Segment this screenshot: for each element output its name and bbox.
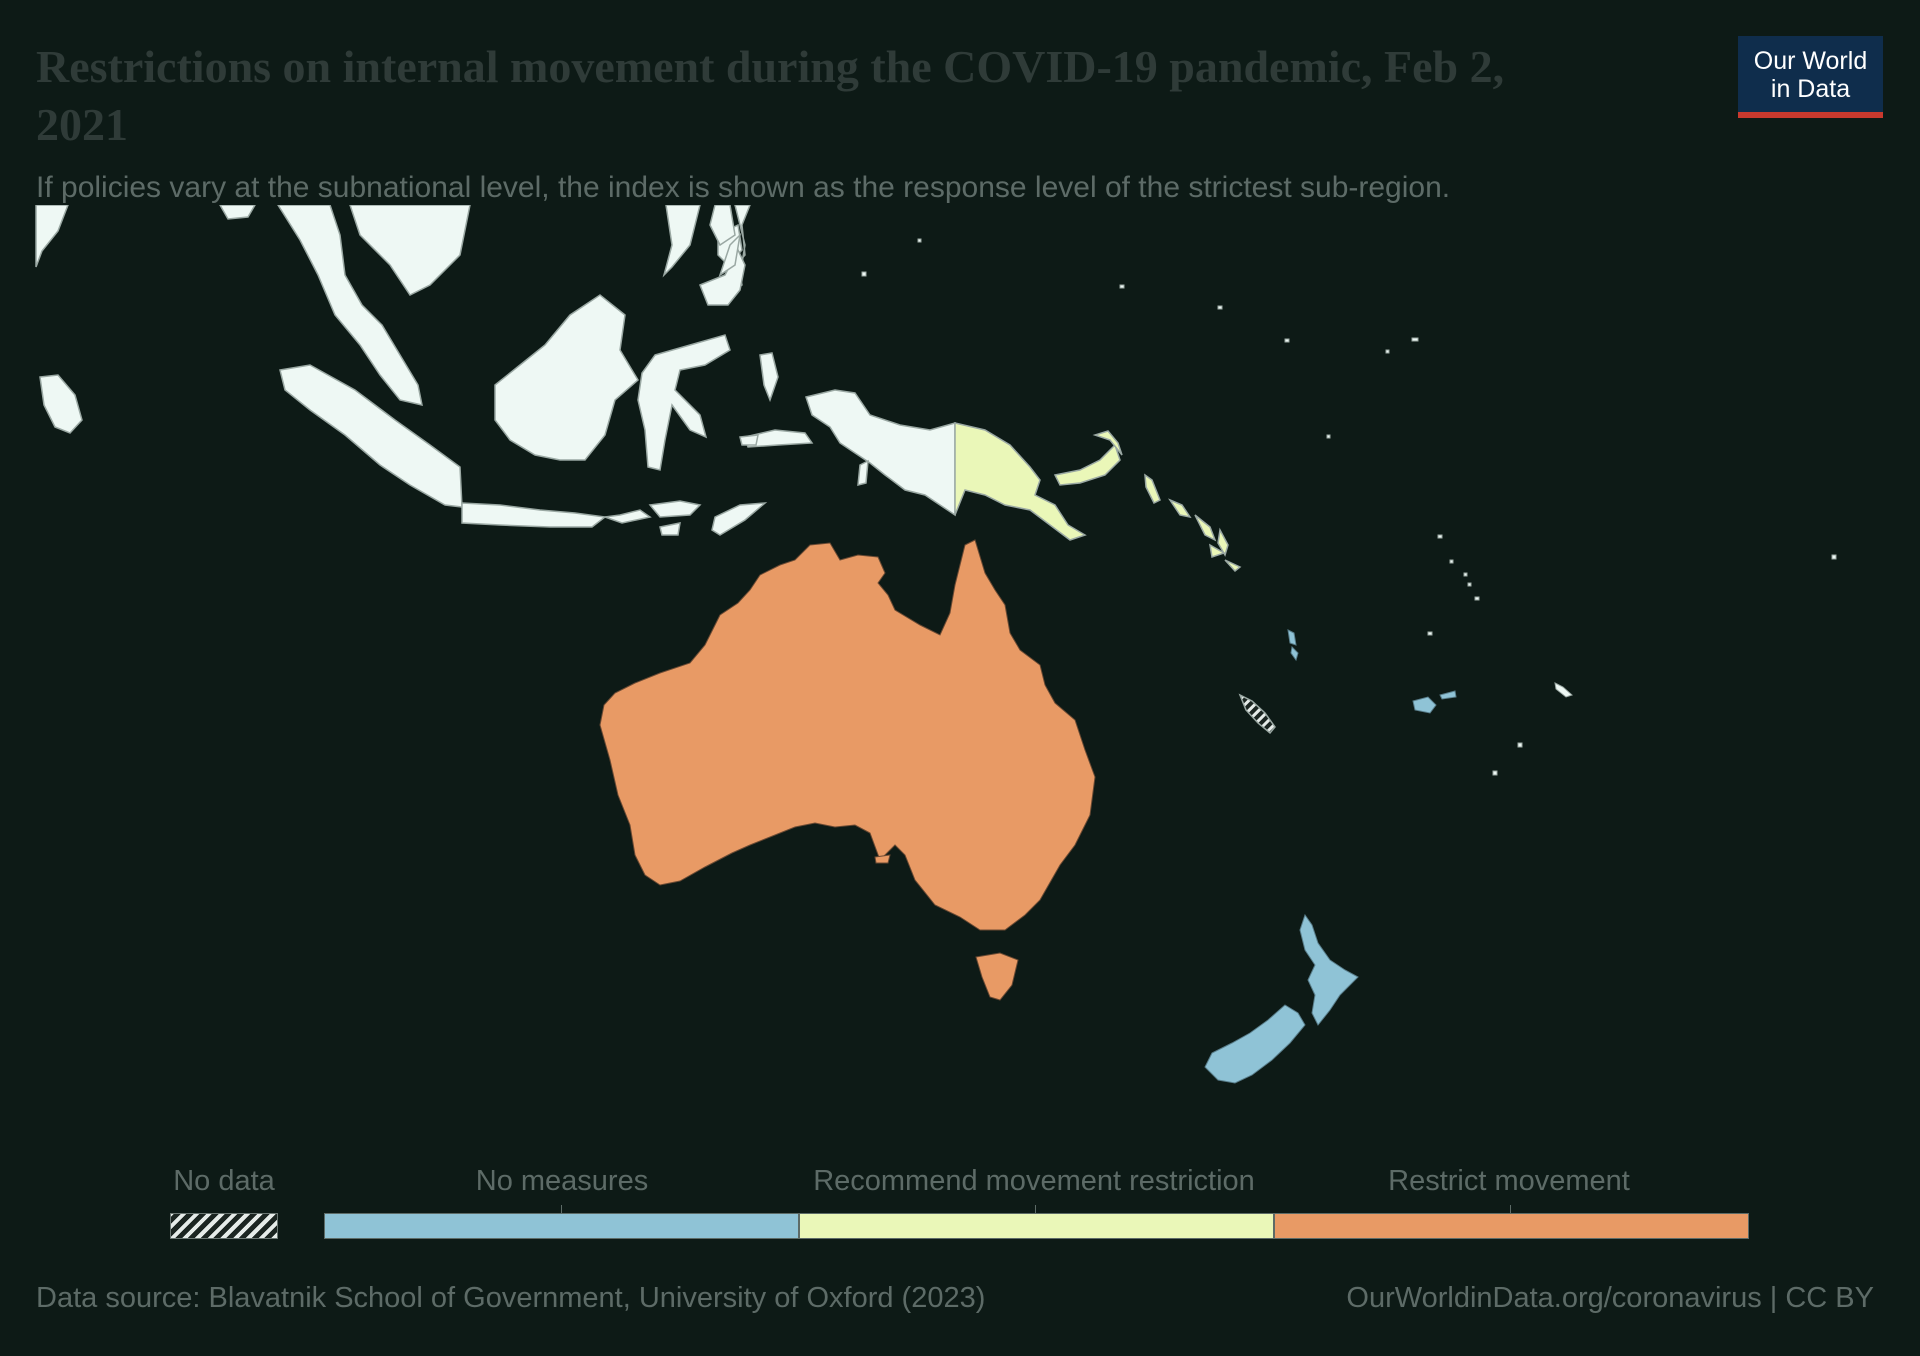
country-shape-australia-tasmania[interactable] xyxy=(975,952,1019,1001)
oceania-map xyxy=(35,205,1837,1084)
legend-label-no-measures: No measures xyxy=(475,1165,649,1197)
country-shape-indonesia-sumatra[interactable] xyxy=(279,364,463,508)
owid-logo[interactable]: Our World in Data xyxy=(1738,36,1883,118)
legend-label-no-data: No data xyxy=(173,1165,275,1197)
island-cook[interactable] xyxy=(1831,554,1837,560)
island-wallis[interactable] xyxy=(1427,631,1433,636)
country-shape-mindanao[interactable] xyxy=(718,232,742,277)
country-shape-new-caledonia[interactable] xyxy=(1238,693,1276,735)
chart-title: Restrictions on internal movement during… xyxy=(36,41,1505,150)
country-shape-malaysia[interactable] xyxy=(277,205,423,406)
country-shape-cambodia[interactable] xyxy=(219,205,256,220)
island-tonga-1[interactable] xyxy=(1517,742,1523,748)
country-shape-papua-new-guinea[interactable] xyxy=(954,422,1087,541)
island-tonga-2[interactable] xyxy=(1492,770,1498,776)
island-tuvalu-4[interactable] xyxy=(1467,582,1472,587)
island-micronesia-1[interactable] xyxy=(861,271,867,277)
legend-swatch-no-data[interactable] xyxy=(170,1213,278,1239)
island-micronesia-2[interactable] xyxy=(917,238,922,243)
legend-bin-restrict[interactable] xyxy=(1274,1213,1749,1239)
country-shape-indonesia-bali-lombok[interactable] xyxy=(604,509,652,524)
island-tuvalu-3[interactable] xyxy=(1463,572,1468,577)
island-nauru[interactable] xyxy=(1326,434,1331,439)
legend-tick xyxy=(561,1205,562,1213)
country-shape-christmas-island[interactable] xyxy=(39,374,83,434)
country-shape-indonesia-buru[interactable] xyxy=(739,434,759,446)
legend-bin-recommend[interactable] xyxy=(799,1213,1274,1239)
country-shape-solomon-islands-4[interactable] xyxy=(1217,527,1229,557)
country-shape-fiji-1[interactable] xyxy=(1412,696,1437,714)
legend-label-recommend: Recommend movement restriction xyxy=(813,1165,1255,1197)
country-shape-fiji-2[interactable] xyxy=(1439,690,1457,700)
country-shape-png-new-ireland[interactable] xyxy=(1092,430,1123,456)
island-tuvalu-1[interactable] xyxy=(1437,534,1443,539)
legend-label-restrict: Restrict movement xyxy=(1388,1165,1630,1197)
island-samoa[interactable] xyxy=(1554,682,1573,698)
country-shape-new-zealand-south[interactable] xyxy=(1204,1004,1306,1084)
country-shape-solomon-islands-6[interactable] xyxy=(1224,559,1242,573)
country-shape-timor-leste[interactable] xyxy=(711,502,768,536)
country-shape-indonesia-aru[interactable] xyxy=(857,459,869,486)
island-micronesia-4[interactable] xyxy=(1217,305,1223,310)
island-tuvalu-2[interactable] xyxy=(1449,559,1454,564)
country-shape-indonesia-halmahera[interactable] xyxy=(759,352,779,403)
country-shape-solomon-islands-3[interactable] xyxy=(1194,514,1217,542)
country-shape-australia-kangaroo-island[interactable] xyxy=(874,854,891,864)
country-shape-solomon-islands-2[interactable] xyxy=(1168,498,1192,519)
country-shape-australia[interactable] xyxy=(599,539,1096,931)
island-micronesia-3[interactable] xyxy=(1119,284,1125,289)
country-shape-indonesia-borneo[interactable] xyxy=(494,294,639,461)
country-shape-indonesia-west[interactable] xyxy=(35,205,69,268)
island-marshall-3[interactable] xyxy=(1411,337,1419,342)
logo-line-2: in Data xyxy=(1770,75,1851,103)
country-shape-indonesia-seram[interactable] xyxy=(744,429,814,448)
source-url-link[interactable]: OurWorldinData.org/coronavirus | CC BY xyxy=(1346,1282,1874,1314)
country-shape-solomon-islands-1[interactable] xyxy=(1144,473,1161,505)
legend-tick xyxy=(1510,1205,1511,1213)
country-shape-vanuatu-1[interactable] xyxy=(1287,629,1297,646)
island-tuvalu-5[interactable] xyxy=(1474,596,1480,601)
logo-line-1: Our World xyxy=(1753,47,1868,75)
country-shape-philippines-luzon[interactable] xyxy=(662,205,701,278)
legend: No data No measures Recommend movement r… xyxy=(0,1165,1920,1245)
country-shape-indonesia-papua[interactable] xyxy=(805,389,956,517)
country-shape-indonesia-sumbawa[interactable] xyxy=(648,500,702,518)
country-shape-thailand-south[interactable] xyxy=(349,205,471,296)
legend-bin-no-measures[interactable] xyxy=(324,1213,799,1239)
country-shape-png-new-britain[interactable] xyxy=(1053,443,1121,486)
island-marshall-2[interactable] xyxy=(1385,349,1390,354)
island-marshall-1[interactable] xyxy=(1284,338,1290,343)
country-shape-indonesia-flores[interactable] xyxy=(659,522,681,536)
country-shape-new-zealand-north[interactable] xyxy=(1299,913,1359,1026)
country-shape-indonesia-sulawesi[interactable] xyxy=(637,334,731,471)
data-source: Data source: Blavatnik School of Governm… xyxy=(36,1282,986,1314)
country-shape-indonesia-java[interactable] xyxy=(461,502,607,528)
legend-tick xyxy=(1035,1205,1036,1213)
country-shape-vanuatu-2[interactable] xyxy=(1290,645,1299,662)
chart-subtitle: If policies vary at the subnational leve… xyxy=(36,171,1451,204)
country-shape-solomon-islands-5[interactable] xyxy=(1209,543,1226,558)
